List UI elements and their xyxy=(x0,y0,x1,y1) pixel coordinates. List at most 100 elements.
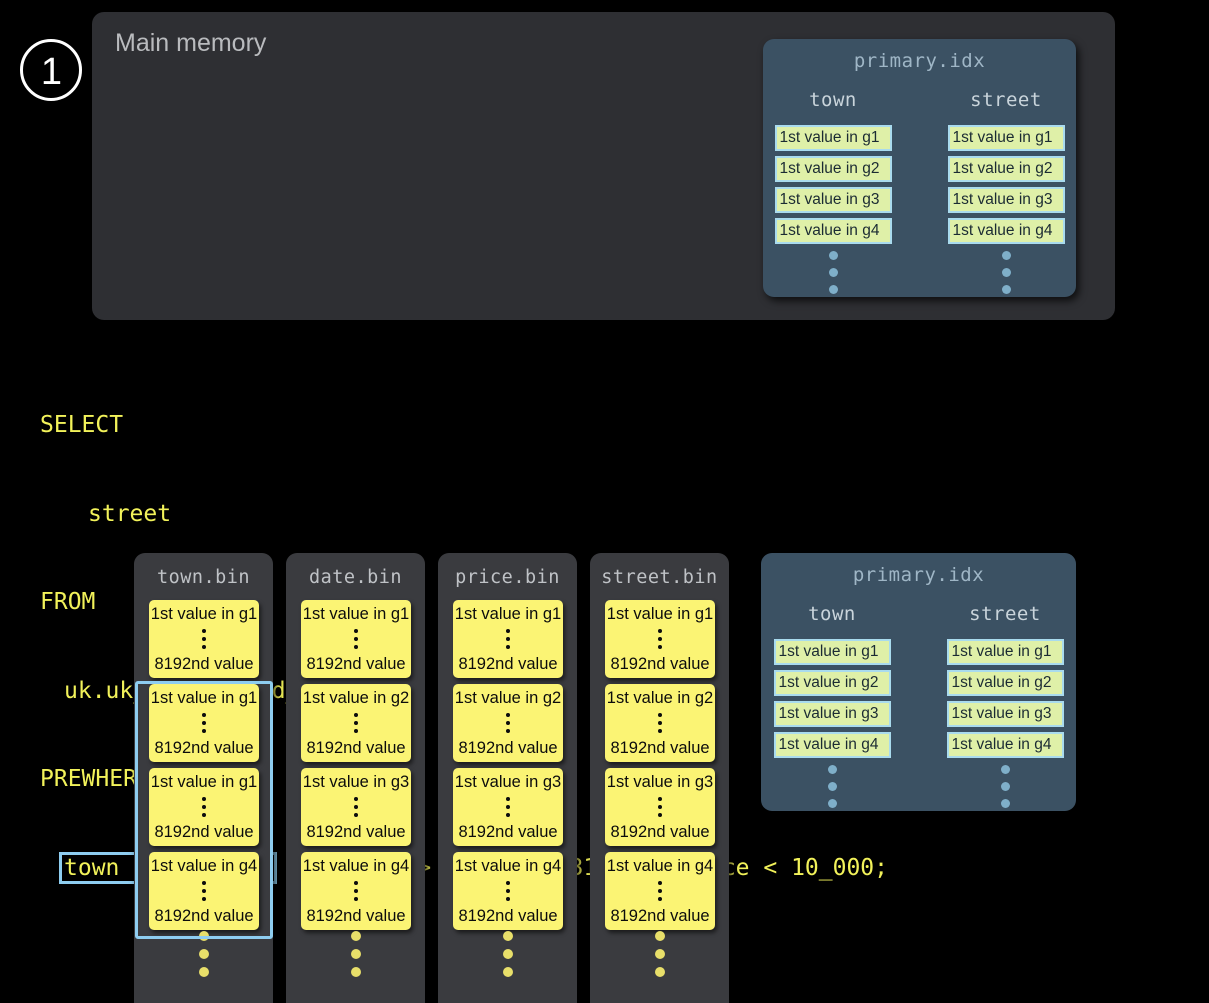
ellipsis-dots-icon xyxy=(948,251,1065,294)
vertical-ellipsis-icon xyxy=(453,629,563,649)
primary-index-cell: 1st value in g1 xyxy=(773,639,891,665)
ellipsis-dots-icon xyxy=(947,765,1064,808)
primary-index-cell: 1st value in g2 xyxy=(774,156,892,182)
primary-index-column-header: street xyxy=(969,603,1041,625)
granule-first-value: 1st value in g4 xyxy=(150,857,258,875)
granule: 1st value in g2 8192nd value xyxy=(605,684,715,762)
column-file-name: street.bin xyxy=(601,567,718,588)
granule-last-value: 8192nd value xyxy=(458,907,558,925)
primary-index-column-header: street xyxy=(970,89,1042,111)
column-file-panel-price: price.bin 1st value in g1 8192nd value 1… xyxy=(438,553,577,1003)
primary-index-cell: 1st value in g3 xyxy=(773,701,891,727)
granule-last-value: 8192nd value xyxy=(154,739,254,757)
main-memory-title: Main memory xyxy=(115,29,267,57)
granule-last-value: 8192nd value xyxy=(154,823,254,841)
granule-last-value: 8192nd value xyxy=(610,739,710,757)
granule-first-value: 1st value in g2 xyxy=(302,689,410,707)
primary-index-column-town: town 1st value in g1 1st value in g2 1st… xyxy=(774,89,892,294)
granule-last-value: 8192nd value xyxy=(458,655,558,673)
column-file-panel-date: date.bin 1st value in g1 8192nd value 1s… xyxy=(286,553,425,1003)
primary-index-cell: 1st value in g2 xyxy=(773,670,891,696)
ellipsis-dots-icon xyxy=(438,931,577,977)
primary-index-cell: 1st value in g1 xyxy=(946,639,1064,665)
granule-first-value: 1st value in g2 xyxy=(454,689,562,707)
primary-index-cell: 1st value in g4 xyxy=(947,218,1065,244)
granule: 1st value in g3 8192nd value xyxy=(453,768,563,846)
primary-index-cell: 1st value in g3 xyxy=(946,701,1064,727)
primary-index-cell: 1st value in g4 xyxy=(774,218,892,244)
primary-index-column-street: street 1st value in g1 1st value in g2 1… xyxy=(946,603,1064,808)
sql-line-from: FROM xyxy=(40,588,888,618)
granule-first-value: 1st value in g4 xyxy=(454,857,562,875)
primary-index-cell: 1st value in g3 xyxy=(947,187,1065,213)
column-file-name: town.bin xyxy=(156,567,251,588)
granule-last-value: 8192nd value xyxy=(458,739,558,757)
primary-index-cell: 1st value in g1 xyxy=(774,125,892,151)
vertical-ellipsis-icon xyxy=(605,797,715,817)
granule-list: 1st value in g1 8192nd value 1st value i… xyxy=(605,600,715,936)
vertical-ellipsis-icon xyxy=(301,797,411,817)
sql-projection-column: street xyxy=(88,500,172,527)
granule-first-value: 1st value in g4 xyxy=(606,857,714,875)
granule-first-value: 1st value in g1 xyxy=(150,773,258,791)
column-file-panel-town: town.bin 1st value in g1 8192nd value 1s… xyxy=(134,553,273,1003)
primary-index-cell: 1st value in g3 xyxy=(774,187,892,213)
vertical-ellipsis-icon xyxy=(149,797,259,817)
sql-line-select: SELECT xyxy=(40,411,888,441)
vertical-ellipsis-icon xyxy=(453,797,563,817)
granule-list: 1st value in g1 8192nd value 1st value i… xyxy=(453,600,563,936)
primary-index-column-town: town 1st value in g1 1st value in g2 1st… xyxy=(773,603,891,808)
primary-index-panel-disk: primary.idx town 1st value in g1 1st val… xyxy=(761,553,1076,811)
primary-index-title: primary.idx xyxy=(852,564,985,586)
granule-first-value: 1st value in g2 xyxy=(606,689,714,707)
primary-index-column-header: town xyxy=(808,603,856,625)
primary-index-title: primary.idx xyxy=(853,50,986,72)
granule: 1st value in g4 8192nd value xyxy=(301,852,411,930)
vertical-ellipsis-icon xyxy=(301,881,411,901)
ellipsis-dots-icon xyxy=(286,931,425,977)
column-file-name: price.bin xyxy=(455,567,560,588)
primary-index-cell: 1st value in g2 xyxy=(947,156,1065,182)
primary-index-cell: 1st value in g4 xyxy=(946,732,1064,758)
vertical-ellipsis-icon xyxy=(149,713,259,733)
granule-first-value: 1st value in g1 xyxy=(606,605,714,623)
main-memory-panel: Main memory primary.idx town 1st value i… xyxy=(92,12,1115,320)
granule: 1st value in g1 8192nd value xyxy=(605,600,715,678)
granule-list: 1st value in g1 8192nd value 1st value i… xyxy=(301,600,411,936)
sql-line-projection: street xyxy=(40,500,888,530)
ellipsis-dots-icon xyxy=(775,251,892,294)
granule-list: 1st value in g1 8192nd value 1st value i… xyxy=(149,600,259,936)
granule-last-value: 8192nd value xyxy=(306,907,406,925)
vertical-ellipsis-icon xyxy=(605,713,715,733)
granule-first-value: 1st value in g1 xyxy=(150,689,258,707)
granule-last-value: 8192nd value xyxy=(458,823,558,841)
granule-first-value: 1st value in g3 xyxy=(454,773,562,791)
granule-last-value: 8192nd value xyxy=(306,739,406,757)
granule: 1st value in g3 8192nd value xyxy=(605,768,715,846)
primary-index-panel-memory: primary.idx town 1st value in g1 1st val… xyxy=(763,39,1076,297)
column-file-name: date.bin xyxy=(308,567,403,588)
granule: 1st value in g1 8192nd value xyxy=(149,768,259,846)
vertical-ellipsis-icon xyxy=(301,629,411,649)
granule-first-value: 1st value in g3 xyxy=(302,773,410,791)
sql-keyword-from: FROM xyxy=(40,589,96,615)
granule: 1st value in g1 8192nd value xyxy=(301,600,411,678)
granule-last-value: 8192nd value xyxy=(610,823,710,841)
vertical-ellipsis-icon xyxy=(605,881,715,901)
vertical-ellipsis-icon xyxy=(301,713,411,733)
granule-first-value: 1st value in g4 xyxy=(302,857,410,875)
primary-index-column-header: town xyxy=(809,89,857,111)
granule-last-value: 8192nd value xyxy=(610,655,710,673)
primary-index-column-street: street 1st value in g1 1st value in g2 1… xyxy=(947,89,1065,294)
granule-first-value: 1st value in g1 xyxy=(150,605,258,623)
granule-last-value: 8192nd value xyxy=(154,907,254,925)
granule-last-value: 8192nd value xyxy=(306,655,406,673)
sql-line-prewhere: PREWHERE xyxy=(40,765,888,795)
vertical-ellipsis-icon xyxy=(149,881,259,901)
granule: 1st value in g3 8192nd value xyxy=(301,768,411,846)
primary-index-cell: 1st value in g1 xyxy=(947,125,1065,151)
granule: 1st value in g1 8192nd value xyxy=(149,684,259,762)
granule: 1st value in g2 8192nd value xyxy=(301,684,411,762)
sql-keyword-prewhere: PREWHERE xyxy=(40,766,151,792)
granule-first-value: 1st value in g3 xyxy=(606,773,714,791)
